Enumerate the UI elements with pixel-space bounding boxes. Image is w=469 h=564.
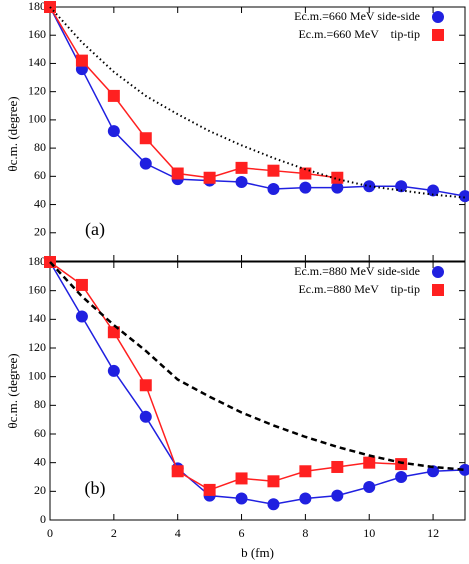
legend-label: Ec.m.=660 MeV side-side xyxy=(294,9,420,23)
marker xyxy=(235,161,248,174)
panel-label: (a) xyxy=(85,219,105,240)
y-tick-label: 60 xyxy=(34,168,46,182)
x-tick-label: 4 xyxy=(175,526,181,540)
x-tick-label: 12 xyxy=(427,526,439,540)
marker xyxy=(267,498,280,511)
marker xyxy=(107,326,120,339)
marker xyxy=(139,132,152,145)
marker xyxy=(331,171,344,184)
y-tick-label: 20 xyxy=(34,225,46,239)
marker xyxy=(299,167,312,180)
panel-label: (b) xyxy=(85,478,106,499)
marker xyxy=(75,54,88,67)
marker xyxy=(235,175,248,188)
y-tick-label: 160 xyxy=(28,282,46,296)
marker xyxy=(395,180,408,193)
x-axis-label: b (fm) xyxy=(241,545,274,560)
marker xyxy=(427,184,440,197)
legend-marker xyxy=(432,284,444,296)
marker xyxy=(203,483,216,496)
series-line xyxy=(49,261,402,491)
marker xyxy=(139,410,152,423)
marker xyxy=(363,456,376,469)
marker xyxy=(139,157,152,170)
legend-label: Ec.m.=880 MeV tip-tip xyxy=(298,282,420,296)
y-tick-label: 100 xyxy=(28,368,46,382)
x-tick-label: 8 xyxy=(302,526,308,540)
y-tick-label: 140 xyxy=(28,311,46,325)
marker xyxy=(331,460,344,473)
y-tick-label: 120 xyxy=(28,340,46,354)
x-tick-label: 0 xyxy=(47,526,53,540)
marker xyxy=(171,465,184,478)
y-tick-label: 140 xyxy=(28,55,46,69)
x-tick-label: 2 xyxy=(111,526,117,540)
marker xyxy=(427,465,440,478)
y-tick-label: 80 xyxy=(34,140,46,154)
y-tick-label: 80 xyxy=(34,397,46,411)
marker xyxy=(203,171,216,184)
marker xyxy=(459,463,469,476)
y-tick-label: 180 xyxy=(28,0,46,13)
marker xyxy=(107,364,120,377)
marker xyxy=(395,471,408,483)
marker xyxy=(107,125,120,138)
marker xyxy=(75,310,88,323)
marker xyxy=(171,167,184,180)
marker xyxy=(139,379,152,392)
y-tick-label: 100 xyxy=(28,112,46,126)
y-axis-label: θc.m. (degree) xyxy=(5,353,20,428)
marker xyxy=(235,492,248,505)
y-tick-label: 20 xyxy=(34,483,46,497)
x-tick-label: 6 xyxy=(239,526,245,540)
y-axis-label: θc.m. (degree) xyxy=(5,96,20,171)
legend-marker xyxy=(432,29,444,41)
legend-marker xyxy=(432,266,444,278)
plot-frame xyxy=(49,261,466,521)
marker xyxy=(267,183,280,196)
marker xyxy=(299,181,312,194)
marker xyxy=(459,190,469,203)
marker xyxy=(299,465,312,478)
marker xyxy=(267,475,280,488)
marker xyxy=(299,492,312,505)
plot-frame xyxy=(49,6,466,262)
y-tick-label: 120 xyxy=(28,83,46,97)
marker xyxy=(395,458,408,471)
legend-label: Ec.m.=660 MeV tip-tip xyxy=(298,27,420,41)
series-line xyxy=(49,6,338,179)
legend-marker xyxy=(432,11,444,23)
y-tick-label: 40 xyxy=(34,196,46,210)
marker xyxy=(363,180,376,193)
marker xyxy=(331,181,344,194)
x-tick-label: 10 xyxy=(363,526,375,540)
marker xyxy=(363,481,376,494)
marker xyxy=(267,164,280,177)
marker xyxy=(75,278,88,291)
marker xyxy=(331,489,344,502)
marker xyxy=(107,89,120,102)
series-line xyxy=(49,261,466,472)
legend-label: Ec.m.=880 MeV side-side xyxy=(294,264,420,278)
y-tick-label: 160 xyxy=(28,27,46,41)
y-tick-label: 180 xyxy=(28,254,46,268)
y-tick-label: 60 xyxy=(34,426,46,440)
y-tick-label: 40 xyxy=(34,454,46,468)
marker xyxy=(235,472,248,485)
y-tick-label: 0 xyxy=(40,512,46,526)
